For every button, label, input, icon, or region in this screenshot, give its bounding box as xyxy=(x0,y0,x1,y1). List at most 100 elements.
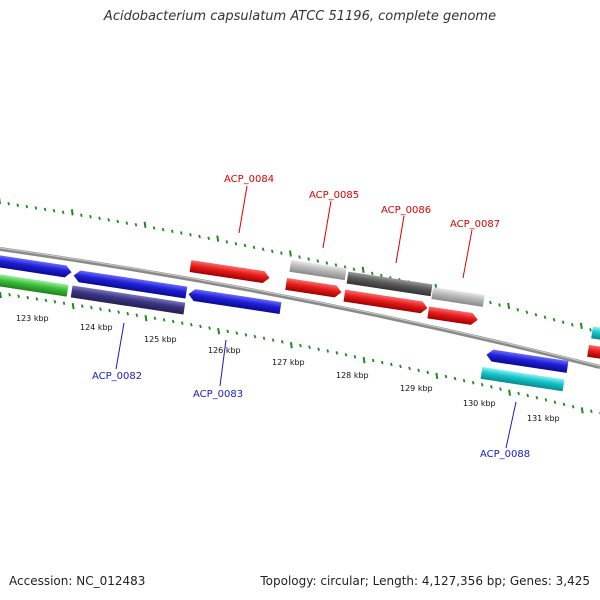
gc-tick xyxy=(161,227,165,232)
gc-tick xyxy=(107,218,110,222)
gene-label-acp-0088[interactable]: ACP_0088 xyxy=(480,449,530,460)
gc-tick xyxy=(99,307,102,311)
tick-123-kbp: 123 kbp xyxy=(16,314,49,323)
gc-tick xyxy=(471,380,475,385)
gc-tick xyxy=(180,321,184,325)
gene-label-acp-0087[interactable]: ACP_0087 xyxy=(450,219,500,230)
accession-text: Accession: NC_012483 xyxy=(9,574,146,588)
gc-tick xyxy=(153,316,157,321)
gc-tick xyxy=(498,303,501,307)
gc-tick xyxy=(0,291,2,299)
gc-tick xyxy=(80,304,84,308)
gc-tick xyxy=(352,267,356,271)
gc-tick xyxy=(199,324,202,329)
gc-tick xyxy=(108,308,111,313)
genome-backbone-highlight xyxy=(0,247,600,367)
gc-tick xyxy=(325,261,329,265)
gc-tick xyxy=(589,328,592,332)
gc-tick xyxy=(516,308,520,312)
gc-tick xyxy=(390,362,393,367)
gene-arrow-green[interactable] xyxy=(0,273,69,297)
gene-label-acp-0083[interactable]: ACP_0083 xyxy=(193,389,243,400)
gene-arrow-red-forward[interactable] xyxy=(189,260,271,284)
gene-label-acp-0084[interactable]: ACP_0084 xyxy=(224,174,274,185)
gene-arrow-navy[interactable] xyxy=(70,285,186,315)
gene-arrow-lightgray-2[interactable] xyxy=(431,287,485,307)
tick-130-kbp: 130 kbp xyxy=(463,399,496,408)
gc-tick xyxy=(370,271,374,276)
gene-arrow-left-blue[interactable] xyxy=(0,254,72,278)
gc-tick xyxy=(190,322,193,327)
gc-tick xyxy=(499,387,502,391)
gc-tick xyxy=(380,273,383,278)
gc-tick xyxy=(126,311,130,316)
gc-tick xyxy=(399,364,402,369)
gc-tick xyxy=(226,329,230,334)
gc-tick xyxy=(335,351,339,355)
tick-128-kbp: 128 kbp xyxy=(336,371,369,380)
gc-tick xyxy=(462,378,466,383)
gc-tick xyxy=(44,298,48,303)
gc-tick xyxy=(453,376,457,381)
gc-tick xyxy=(162,318,166,322)
gc-tick xyxy=(526,393,530,398)
gc-tick xyxy=(244,333,248,337)
gc-tick xyxy=(571,404,575,409)
gc-tick xyxy=(216,235,220,242)
gc-tick xyxy=(480,383,484,387)
gc-tick xyxy=(570,323,574,327)
gene-arrow-red-3[interactable] xyxy=(343,289,429,314)
gene-label-acp-0082[interactable]: ACP_0082 xyxy=(92,371,142,382)
gene-label-leaders xyxy=(115,185,517,449)
position-ticks: 123 kbp 124 kbp 125 kbp 126 kbp 127 kbp … xyxy=(16,314,560,423)
gc-tick xyxy=(17,294,20,298)
gc-tick xyxy=(26,295,30,300)
tick-125-kbp: 125 kbp xyxy=(144,335,177,344)
gc-tick xyxy=(317,347,320,351)
gc-tick xyxy=(262,336,266,341)
gc-tick xyxy=(444,374,448,379)
gc-tick xyxy=(417,368,420,373)
tick-124-kbp: 124 kbp xyxy=(80,323,113,332)
gene-label-acp-0086[interactable]: ACP_0086 xyxy=(381,205,431,216)
gene-arrow-lightgray[interactable] xyxy=(289,259,347,281)
gene-label-acp-0085[interactable]: ACP_0085 xyxy=(309,190,359,201)
gc-tick xyxy=(562,402,566,407)
gc-tick xyxy=(34,206,38,210)
gene-arrow-red-2[interactable] xyxy=(285,277,342,298)
gene-arrow-cyan[interactable] xyxy=(480,366,565,392)
gc-tick xyxy=(371,358,375,363)
gc-tick xyxy=(534,312,538,317)
gc-tick xyxy=(243,243,247,248)
gene-arrow-blue-reverse[interactable] xyxy=(73,270,188,299)
gc-tick xyxy=(70,209,74,216)
gc-tick xyxy=(326,349,330,353)
gc-tick xyxy=(435,372,439,380)
gene-arrow-red-edge[interactable] xyxy=(587,344,600,361)
gc-tick xyxy=(16,203,20,207)
gene-arrow-red-4[interactable] xyxy=(427,306,478,325)
gene-arrow-darkgray[interactable] xyxy=(346,271,433,297)
gc-tick xyxy=(80,213,83,218)
gc-tick xyxy=(125,221,129,225)
gene-arrow-cyan-edge[interactable] xyxy=(591,326,600,342)
gc-tick xyxy=(408,366,411,371)
gene-arrow-blue-reverse-3[interactable] xyxy=(188,288,282,314)
gc-tick xyxy=(61,210,65,215)
gc-tick xyxy=(517,391,520,396)
gc-tick xyxy=(508,389,511,396)
gc-tick xyxy=(380,360,384,365)
gc-tick xyxy=(561,320,565,324)
gc-tick xyxy=(71,302,75,310)
gc-tick xyxy=(143,221,147,228)
gc-tick xyxy=(43,207,47,212)
gc-tick xyxy=(225,240,229,244)
topology-text: Topology: circular; Length: 4,127,356 bp… xyxy=(260,574,590,588)
gene-arrow-blue-reverse-2[interactable] xyxy=(486,349,569,373)
gc-tick xyxy=(7,202,10,206)
gc-tick xyxy=(253,334,257,339)
gc-tick xyxy=(489,300,492,305)
gc-tick xyxy=(361,266,365,273)
gc-tick xyxy=(261,247,265,252)
gc-tick xyxy=(544,398,548,402)
